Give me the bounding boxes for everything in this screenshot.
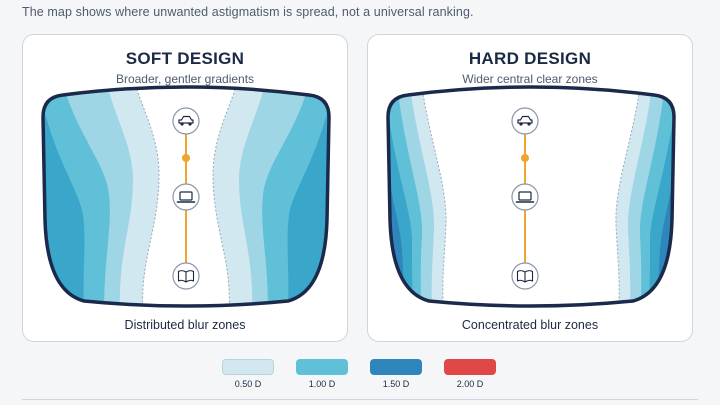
- legend-item-150: 1.50 D: [370, 359, 422, 389]
- soft-design-panel: SOFT DESIGN Broader, gentler gradients: [22, 34, 348, 342]
- legend-swatch-100: [296, 359, 348, 375]
- legend-swatch-150: [370, 359, 422, 375]
- soft-lens-frame: [41, 85, 331, 308]
- hard-laptop-icon: [511, 183, 539, 211]
- soft-right-boundary: [212, 87, 250, 306]
- hard-book-icon: [511, 262, 539, 290]
- legend: 0.50 D 1.00 D 1.50 D 2.00 D: [0, 359, 720, 399]
- soft-laptop-icon: [172, 183, 200, 211]
- soft-intermediate-dot: [182, 154, 190, 162]
- hard-left-zone-125: [388, 87, 416, 306]
- soft-left-zone-125: [43, 87, 85, 306]
- soft-lens-map: [41, 85, 331, 308]
- hard-lens-frame: [386, 85, 676, 308]
- panel-caption-hard: Concentrated blur zones: [461, 318, 599, 332]
- panel-tagline-soft: Broader, gentler gradients: [115, 72, 255, 86]
- hard-right-zone-150: [654, 87, 674, 306]
- soft-book-icon: [172, 262, 200, 290]
- hard-right-boundary: [615, 87, 645, 306]
- panel-title-hard: HARD DESIGN: [468, 49, 592, 68]
- hard-design-panel: HARD DESIGN Wider central clear zones: [367, 34, 693, 342]
- legend-swatch-200: [444, 359, 496, 375]
- soft-right-zone-125: [287, 87, 329, 306]
- legend-swatch-050: [222, 359, 274, 375]
- legend-label-050: 0.50 D: [234, 379, 262, 389]
- hard-intermediate-dot: [521, 154, 529, 162]
- hard-car-icon: [511, 107, 539, 135]
- legend-item-050: 0.50 D: [222, 359, 274, 389]
- bottom-divider: [22, 399, 698, 400]
- soft-left-boundary: [122, 87, 160, 306]
- hard-right-zone-125: [646, 87, 674, 306]
- hard-left-zone-150: [388, 87, 408, 306]
- hard-left-boundary: [417, 87, 447, 306]
- panel-tagline-hard: Wider central clear zones: [462, 72, 598, 86]
- legend-item-100: 1.00 D: [296, 359, 348, 389]
- page-subtitle: The map shows where unwanted astigmatism…: [22, 5, 474, 19]
- soft-car-icon: [172, 107, 200, 135]
- panel-caption-soft: Distributed blur zones: [124, 318, 246, 332]
- hard-lens-map: [386, 85, 676, 308]
- legend-label-150: 1.50 D: [382, 379, 410, 389]
- legend-label-200: 2.00 D: [456, 379, 484, 389]
- legend-item-200: 2.00 D: [444, 359, 496, 389]
- legend-label-100: 1.00 D: [308, 379, 336, 389]
- panel-title-soft: SOFT DESIGN: [125, 49, 245, 68]
